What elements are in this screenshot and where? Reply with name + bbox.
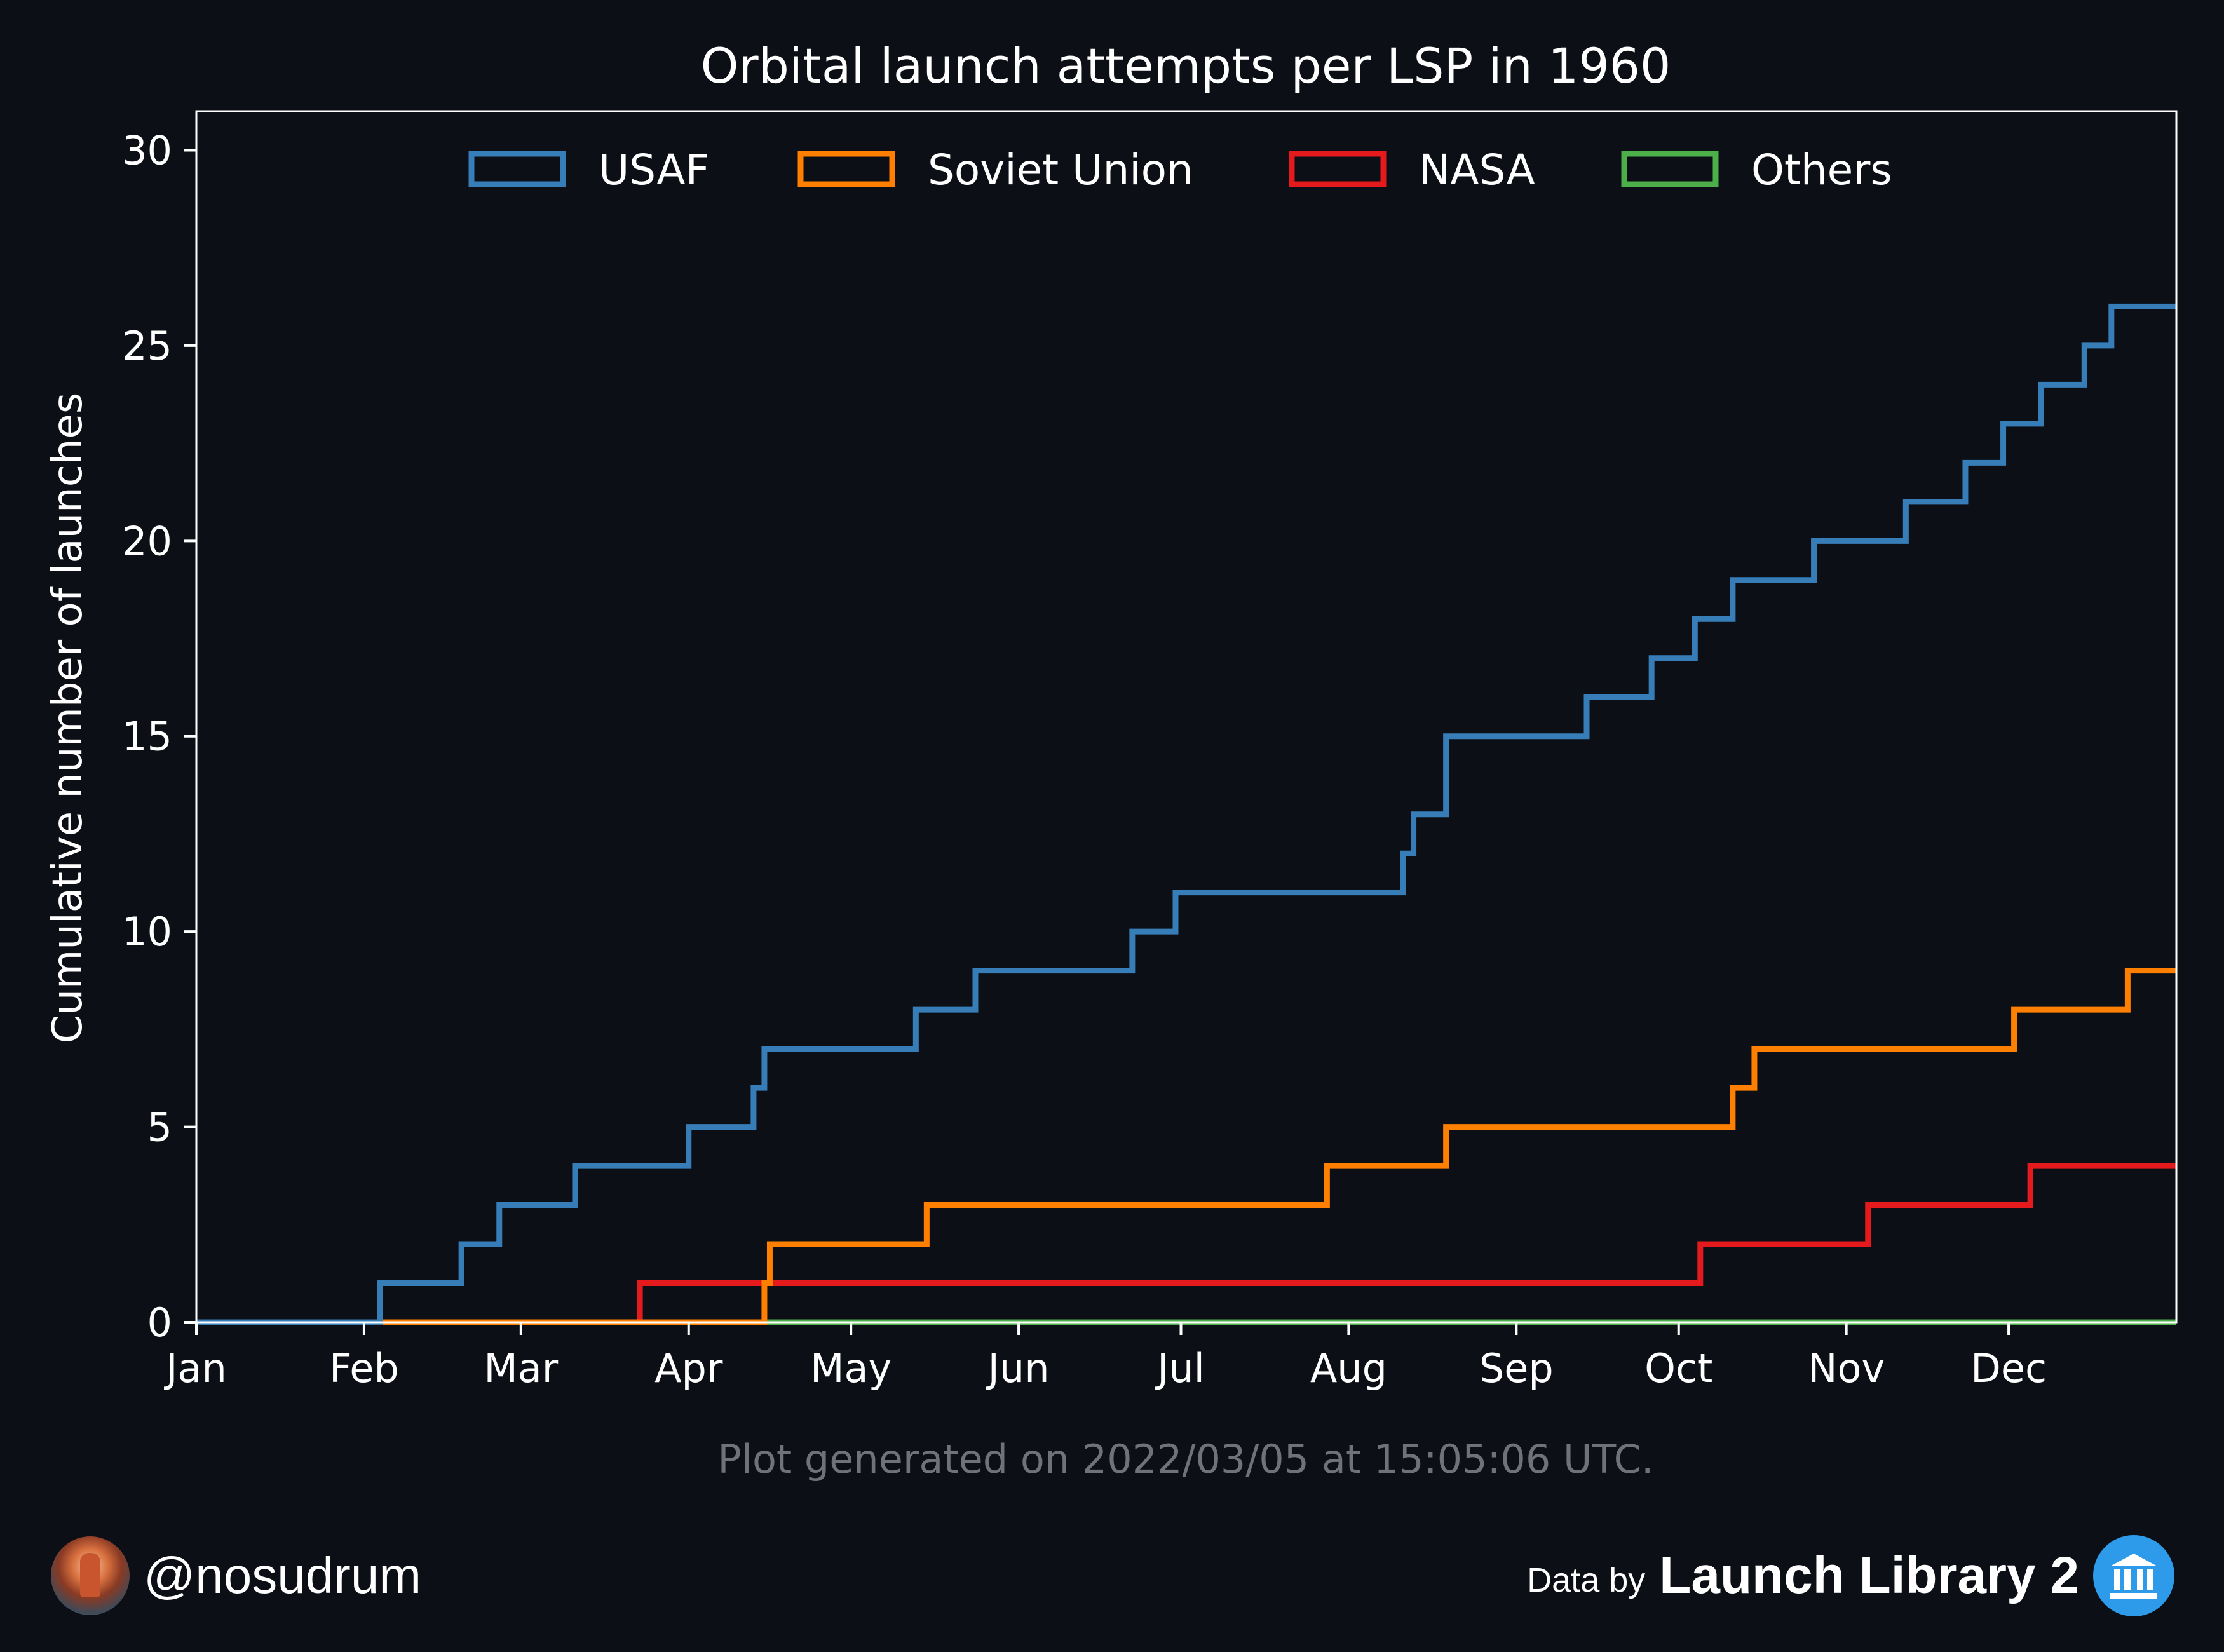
y-tick-label: 0 [147, 1299, 172, 1346]
y-tick-label: 30 [122, 127, 172, 173]
y-tick-label: 15 [122, 714, 172, 760]
x-tick-label-oct: Oct [1644, 1345, 1712, 1391]
x-tick-label-nov: Nov [1808, 1345, 1885, 1391]
x-tick-label-feb: Feb [329, 1345, 399, 1391]
x-tick-label-aug: Aug [1310, 1345, 1387, 1391]
library-icon [2093, 1535, 2174, 1616]
axes-layer: 0 5 10 15 20 25 30 Jan Feb Mar Apr May Jun Jul Aug Sep O… [122, 110, 2178, 1391]
legend-label-soviet-union: Soviet Union [928, 146, 1193, 194]
data-source: Data by Launch Library 2 [1527, 1534, 2174, 1617]
legend-item-usaf: USAF [468, 146, 710, 194]
x-tick-label-dec: Dec [1970, 1345, 2047, 1391]
legend: USAF Soviet Union NASA Others [468, 146, 1892, 194]
legend-swatch-soviet-union [797, 151, 895, 187]
legend-item-soviet-union: Soviet Union [797, 146, 1193, 194]
y-tick-label: 20 [122, 518, 172, 564]
y-tick-label: 5 [147, 1104, 172, 1151]
series-line-usaf [196, 303, 2176, 1325]
x-tick-label-apr: Apr [654, 1345, 723, 1391]
legend-label-usaf: USAF [599, 146, 710, 194]
data-by-label: Data by [1527, 1561, 1646, 1599]
legend-item-others: Others [1621, 146, 1892, 194]
author-handle[interactable]: @nosudrum [144, 1547, 421, 1604]
y-tick-label: 25 [122, 323, 172, 369]
avatar [51, 1536, 130, 1615]
y-axis-label: Cumulative number of launches [44, 393, 92, 1043]
x-tick-label-mar: Mar [484, 1345, 558, 1391]
plot-frame [195, 110, 2178, 1324]
x-tick-label-sep: Sep [1479, 1345, 1554, 1391]
legend-swatch-usaf [468, 151, 566, 187]
generated-note: Plot generated on 2022/03/05 at 15:05:06… [717, 1436, 1653, 1482]
x-tick-label-jul: Jul [1155, 1345, 1205, 1391]
legend-label-nasa: NASA [1419, 146, 1535, 194]
x-tick-label-jan: Jan [163, 1345, 227, 1391]
author-credit: @nosudrum [51, 1534, 421, 1617]
x-tick-label-may: May [810, 1345, 892, 1391]
legend-swatch-nasa [1289, 151, 1387, 187]
series-line-nasa [196, 1163, 2176, 1325]
legend-label-others: Others [1751, 146, 1892, 194]
chart-title: Orbital launch attempts per LSP in 1960 [701, 37, 1671, 94]
series-line-soviet-union [196, 968, 2176, 1325]
series-layer [196, 303, 2176, 1325]
legend-item-nasa: NASA [1289, 146, 1535, 194]
y-tick-label: 10 [122, 909, 172, 955]
x-tick-label-jun: Jun [986, 1345, 1050, 1391]
legend-swatch-others [1621, 151, 1719, 187]
source-name[interactable]: Launch Library 2 [1659, 1547, 2079, 1604]
